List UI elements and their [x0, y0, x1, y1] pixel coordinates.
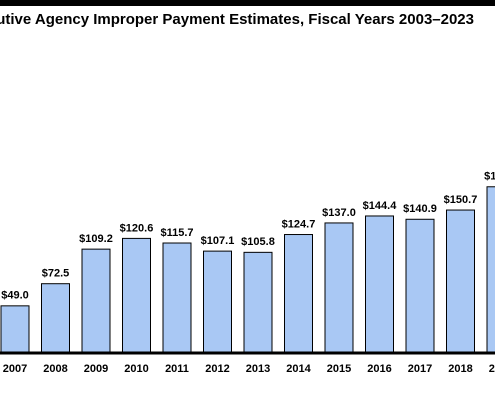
bar [365, 215, 394, 353]
value-label: $72.5 [42, 268, 70, 280]
value-label: $120.6 [120, 222, 154, 234]
value-label: $137.0 [322, 207, 356, 219]
value-label: $140.9 [403, 203, 437, 215]
bar [81, 248, 111, 353]
top-band [0, 0, 495, 6]
bar [203, 250, 232, 353]
x-tick-label: 2008 [43, 363, 67, 375]
bar [284, 234, 313, 353]
value-label: $107.1 [201, 235, 235, 247]
value-label: $49.0 [1, 290, 29, 302]
value-label: $105.8 [241, 236, 275, 248]
bar [405, 218, 435, 353]
x-tick-label: 2012 [205, 363, 229, 375]
bar [0, 305, 30, 353]
x-tick-label: 2018 [448, 363, 472, 375]
x-tick-label: 2013 [246, 363, 270, 375]
value-label: $150.7 [444, 194, 478, 206]
x-tick-label: 2016 [367, 363, 391, 375]
bar [243, 251, 273, 353]
x-tick-label: 2017 [408, 363, 432, 375]
bar [324, 222, 354, 353]
x-tick-label: 2009 [84, 363, 108, 375]
bar [122, 237, 151, 353]
value-label: $109.2 [79, 233, 113, 245]
x-tick-label: 2007 [3, 363, 27, 375]
x-tick-label: 2014 [286, 363, 311, 375]
bar [486, 186, 495, 353]
x-tick-label: 2019 [489, 363, 495, 375]
bar [446, 209, 475, 353]
bar [41, 283, 70, 353]
value-label: $144.4 [363, 200, 398, 212]
x-tick-label: 2011 [165, 363, 189, 375]
value-label: $124.7 [282, 218, 316, 230]
value-label: $175.4 [484, 171, 495, 183]
bar [162, 242, 192, 353]
chart-title: Executive Agency Improper Payment Estima… [0, 11, 474, 28]
x-tick-label: 2015 [327, 363, 351, 375]
value-label: $115.7 [160, 227, 193, 239]
x-tick-label: 2010 [124, 363, 148, 375]
